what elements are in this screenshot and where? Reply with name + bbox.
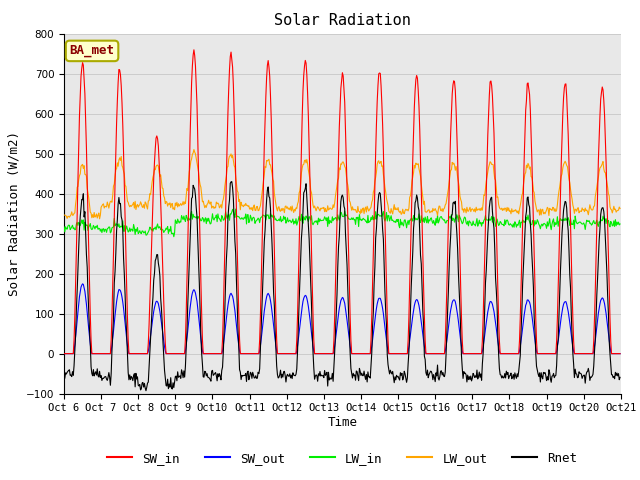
Text: BA_met: BA_met — [70, 44, 115, 58]
Legend: SW_in, SW_out, LW_in, LW_out, Rnet: SW_in, SW_out, LW_in, LW_out, Rnet — [102, 447, 582, 469]
Y-axis label: Solar Radiation (W/m2): Solar Radiation (W/m2) — [7, 131, 20, 296]
X-axis label: Time: Time — [328, 416, 357, 429]
Title: Solar Radiation: Solar Radiation — [274, 13, 411, 28]
